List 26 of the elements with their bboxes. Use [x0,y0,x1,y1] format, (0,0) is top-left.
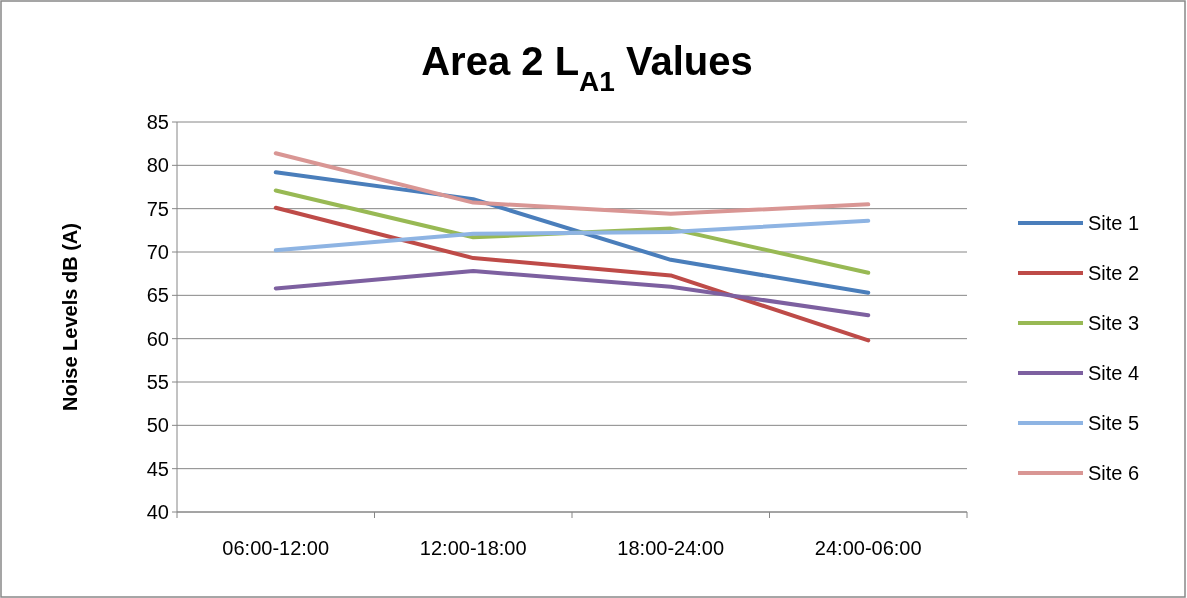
y-tick-label: 40 [146,501,169,523]
line-series [273,205,871,343]
chart-title: Area 2 L$_{A1}$ Values [421,39,753,97]
legend-label: Site 1 [1088,212,1140,234]
legend-label: Site 3 [1088,312,1140,334]
line-series [273,269,871,318]
legend-label: Site 5 [1088,412,1140,434]
y-tick-label: 60 [146,327,169,350]
y-tick-label: 75 [146,197,169,220]
y-tick-label: 85 [146,111,169,133]
y-tick-label: 45 [146,457,169,480]
legend-label: Site 6 [1088,462,1140,484]
line-series [273,218,871,253]
legend-label: Site 2 [1088,262,1140,284]
y-axis-title: Noise Levels dB (A) [59,223,81,411]
x-tick-label: 06:00-12:00 [222,537,330,559]
x-tick-label: 24:00-06:00 [814,537,922,559]
x-tick-label: 12:00-18:00 [419,537,527,559]
y-tick-label: 55 [146,371,169,393]
line-series [273,151,871,216]
legend-label: Site 4 [1088,362,1140,384]
y-tick-label: 70 [146,241,169,263]
y-tick-label: 50 [146,414,169,437]
y-tick-label: 80 [146,154,169,177]
x-tick-label: 18:00-24:00 [617,537,725,559]
y-tick-label: 65 [146,284,169,307]
